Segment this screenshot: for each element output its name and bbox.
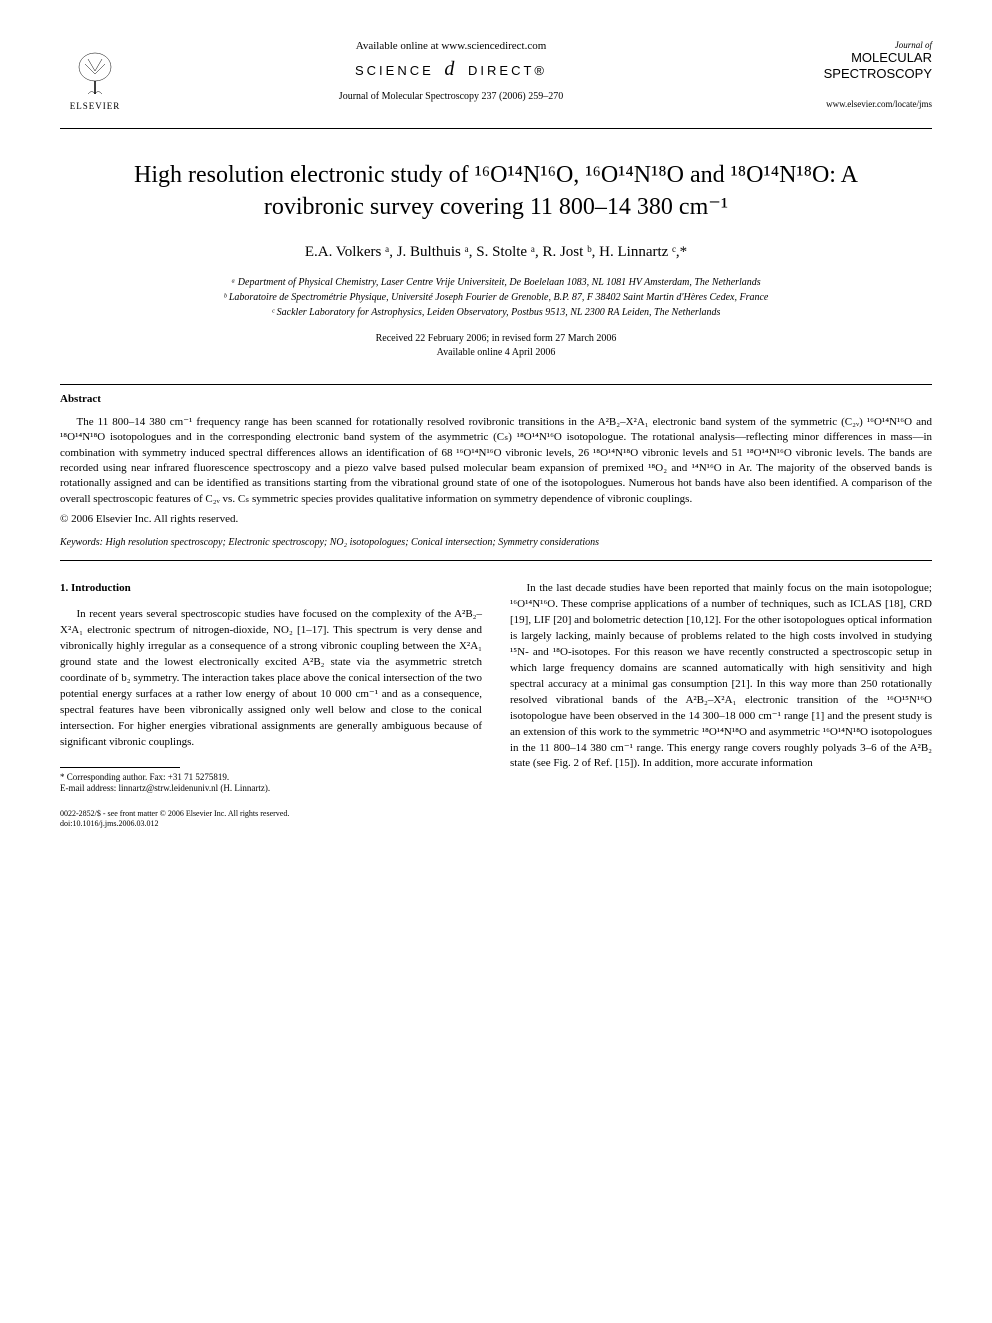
keywords-label: Keywords:: [60, 537, 103, 548]
science-direct-logo: SCIENCE d DIRECT®: [130, 58, 772, 81]
keywords-text: High resolution spectroscopy; Electronic…: [105, 537, 599, 548]
corresponding-author-line: * Corresponding author. Fax: +31 71 5275…: [60, 772, 482, 784]
science-direct-d-icon: d: [444, 58, 457, 81]
online-date: Available online 4 April 2006: [60, 346, 932, 360]
elsevier-tree-icon: [70, 49, 120, 99]
journal-reference: Journal of Molecular Spectroscopy 237 (2…: [130, 91, 772, 102]
journal-url: www.elsevier.com/locate/jms: [772, 99, 932, 109]
affiliations: ᵃ Department of Physical Chemistry, Lase…: [60, 275, 932, 320]
journal-name: MOLECULAR SPECTROSCOPY: [772, 50, 932, 81]
science-direct-right: DIRECT®: [468, 63, 547, 78]
intro-paragraph-1: In recent years several spectroscopic st…: [60, 607, 482, 750]
abstract-top-rule: [60, 384, 932, 385]
journal-title-box: Journal of MOLECULAR SPECTROSCOPY www.el…: [772, 40, 932, 109]
front-matter-line: 0022-2852/$ - see front matter © 2006 El…: [60, 809, 482, 819]
abstract-copyright: © 2006 Elsevier Inc. All rights reserved…: [60, 513, 932, 525]
page-header: ELSEVIER Available online at www.science…: [60, 40, 932, 120]
email-line: E-mail address: linnartz@strw.leidenuniv…: [60, 783, 482, 795]
authors-list: E.A. Volkers ᵃ, J. Bulthuis ᵃ, S. Stolte…: [60, 244, 932, 261]
science-direct-left: SCIENCE: [355, 63, 434, 78]
abstract-body: The 11 800–14 380 cm⁻¹ frequency range h…: [60, 415, 932, 507]
affiliation-b: ᵇ Laboratoire de Spectrométrie Physique,…: [60, 290, 932, 305]
elsevier-logo: ELSEVIER: [60, 40, 130, 120]
article-dates: Received 22 February 2006; in revised fo…: [60, 332, 932, 360]
footnote-rule: [60, 767, 180, 768]
corresponding-author-footnote: * Corresponding author. Fax: +31 71 5275…: [60, 772, 482, 795]
abstract-heading: Abstract: [60, 393, 932, 405]
email-label: E-mail address:: [60, 783, 116, 793]
affiliation-a: ᵃ Department of Physical Chemistry, Lase…: [60, 275, 932, 290]
article-title: High resolution electronic study of ¹⁶O¹…: [90, 159, 902, 224]
intro-paragraph-2: In the last decade studies have been rep…: [510, 581, 932, 772]
page-footer: 0022-2852/$ - see front matter © 2006 El…: [60, 809, 482, 830]
elsevier-label: ELSEVIER: [70, 101, 121, 111]
email-name: (H. Linnartz).: [220, 783, 270, 793]
email-address[interactable]: linnartz@strw.leidenuniv.nl: [118, 783, 218, 793]
doi-line: doi:10.1016/j.jms.2006.03.012: [60, 819, 482, 829]
received-date: Received 22 February 2006; in revised fo…: [60, 332, 932, 346]
keywords: Keywords: High resolution spectroscopy; …: [60, 537, 932, 548]
center-header: Available online at www.sciencedirect.co…: [130, 40, 772, 102]
available-online-text: Available online at www.sciencedirect.co…: [130, 40, 772, 52]
section-heading-intro: 1. Introduction: [60, 581, 482, 597]
affiliation-c: ᶜ Sackler Laboratory for Astrophysics, L…: [60, 305, 932, 320]
header-rule: [60, 128, 932, 129]
body-columns: 1. Introduction In recent years several …: [60, 581, 932, 830]
right-column: In the last decade studies have been rep…: [510, 581, 932, 830]
left-column: 1. Introduction In recent years several …: [60, 581, 482, 830]
abstract-bottom-rule: [60, 560, 932, 561]
journal-of-label: Journal of: [772, 40, 932, 50]
